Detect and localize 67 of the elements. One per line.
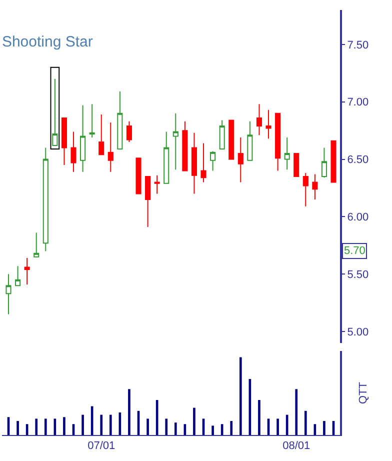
candlestick [266, 109, 272, 140]
candlestick [126, 120, 132, 143]
bar [295, 389, 298, 435]
bar [193, 408, 196, 435]
candlestick [34, 232, 40, 258]
y-tick-label: 7.00 [347, 96, 369, 109]
bar [63, 417, 66, 435]
candlestick [238, 136, 244, 183]
candlestick [275, 112, 281, 172]
candlestick [117, 91, 123, 150]
bar [230, 421, 233, 435]
y-axis-title: QTT [358, 382, 370, 404]
text: Shooting Star [2, 34, 93, 51]
bar [109, 414, 112, 435]
bar [44, 418, 47, 435]
bar [128, 389, 130, 435]
candlestick [302, 172, 308, 207]
candlestick [182, 120, 188, 172]
candlestick [312, 174, 318, 200]
bar [212, 426, 214, 435]
candlestick [164, 131, 170, 184]
candlestick [219, 120, 225, 150]
candlestick [98, 114, 104, 156]
y-tick-label: 6.50 [347, 154, 369, 166]
candlestick [210, 150, 216, 172]
candlestick [294, 153, 300, 177]
candlestick [42, 147, 48, 252]
candlestick [70, 131, 76, 172]
bar [35, 418, 38, 435]
candlestick [15, 266, 21, 286]
candlestick [228, 120, 234, 160]
bar [239, 357, 242, 435]
y-tick-label: 5.00 [347, 326, 369, 338]
y-tick-label: 7.50 [347, 39, 369, 52]
x-tick-label: 07/01 [88, 440, 116, 452]
candlestick [191, 132, 197, 194]
bar [304, 410, 307, 435]
candlestick [321, 147, 327, 178]
candlestick [172, 112, 178, 170]
bar [276, 418, 279, 435]
bar [323, 421, 326, 435]
candlestick [145, 176, 151, 228]
bar [258, 400, 260, 435]
candlestick [80, 104, 86, 172]
bar [82, 414, 84, 435]
candlestick [108, 122, 114, 172]
bar [146, 418, 149, 435]
text: 5.70 [344, 245, 366, 257]
candlestick [247, 120, 253, 161]
candlestick [24, 258, 30, 285]
bar [16, 421, 19, 435]
candlestick [200, 142, 206, 183]
bar [165, 418, 168, 435]
bar [100, 414, 103, 435]
candlestick [330, 140, 336, 183]
y-tick-label: 5.50 [347, 268, 369, 281]
candlestick [136, 158, 142, 194]
candlestick [154, 174, 160, 194]
candlestick [52, 78, 58, 146]
bar [174, 422, 177, 435]
x-tick-label: 08/01 [282, 440, 310, 452]
candlestick [61, 117, 67, 166]
candlestick [284, 136, 290, 170]
y-tick-label: 6.00 [347, 212, 369, 224]
candlestick [6, 274, 12, 315]
candlestick [89, 104, 95, 138]
candlestick [256, 104, 262, 136]
